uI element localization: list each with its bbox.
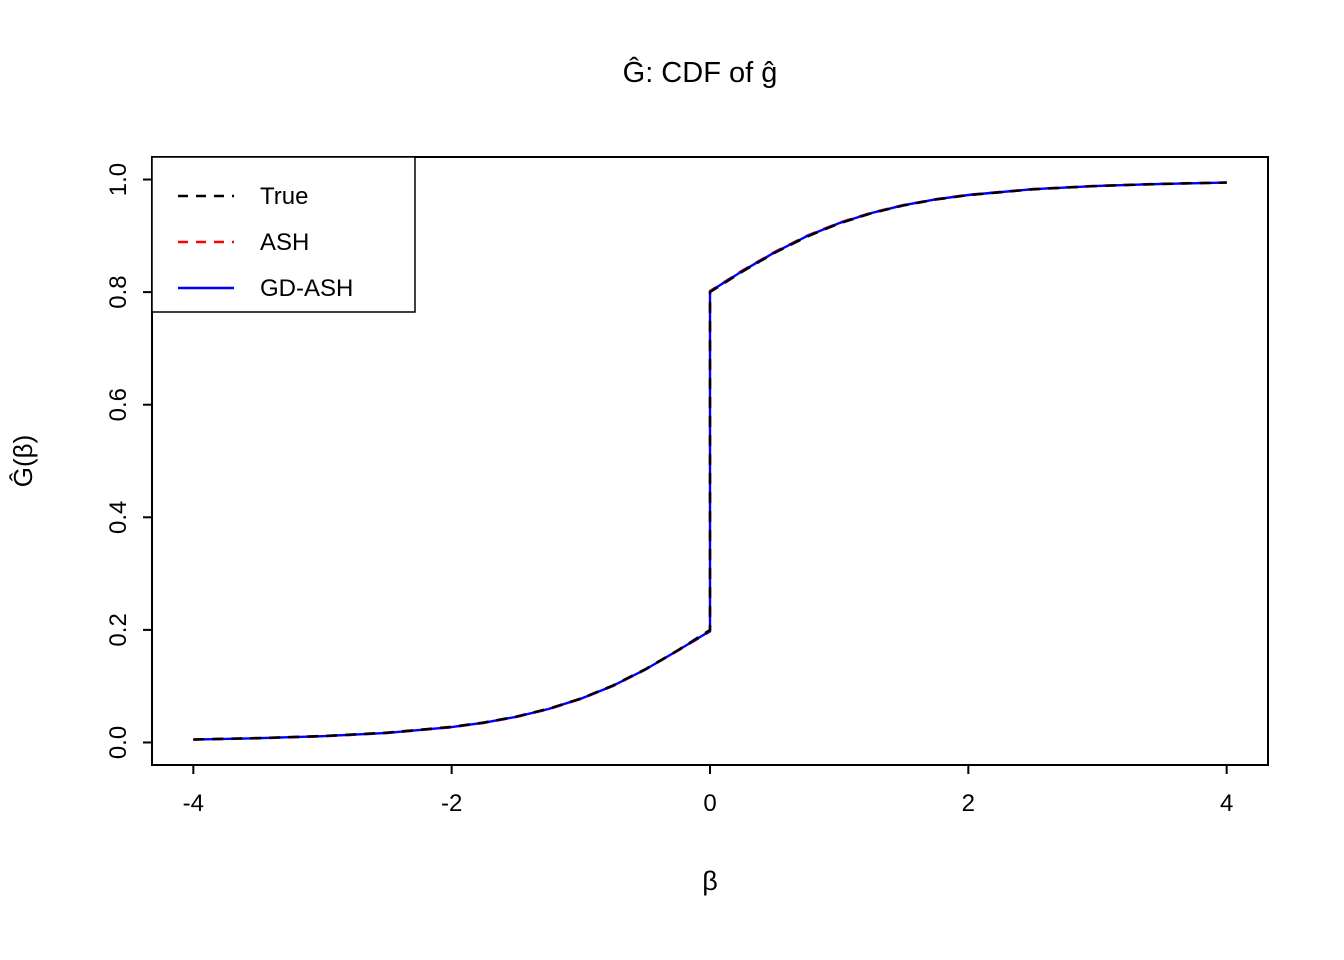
legend-label-ash: ASH — [260, 229, 309, 256]
x-tick-label: 4 — [1220, 790, 1233, 817]
chart-title: Ĝ: CDF of ĝ — [623, 55, 778, 89]
plot-content: -4 -2 0 2 4 0.0 0.2 0.4 0.6 0.8 1.0 True ASH GD-ASH — [105, 156, 1269, 817]
y-axis-label: Ĝ(β) — [8, 435, 38, 488]
x-axis-label: β — [702, 866, 718, 896]
y-tick-label: 0.0 — [105, 726, 132, 759]
x-tick-label: 2 — [962, 790, 975, 817]
legend-label-gd-ash: GD-ASH — [260, 275, 353, 302]
x-tick-label: -2 — [441, 790, 462, 817]
y-tick-label: 0.8 — [105, 275, 132, 308]
x-tick-label: -4 — [183, 790, 204, 817]
y-tick-label: 0.4 — [105, 501, 132, 534]
legend-label-true: True — [260, 183, 308, 210]
x-tick-label: 0 — [703, 790, 716, 817]
y-tick-label: 0.6 — [105, 388, 132, 421]
y-tick-label: 1.0 — [105, 163, 132, 196]
series-line-true — [193, 181, 1227, 741]
y-tick-label: 0.2 — [105, 613, 132, 646]
legend-box — [151, 156, 416, 313]
